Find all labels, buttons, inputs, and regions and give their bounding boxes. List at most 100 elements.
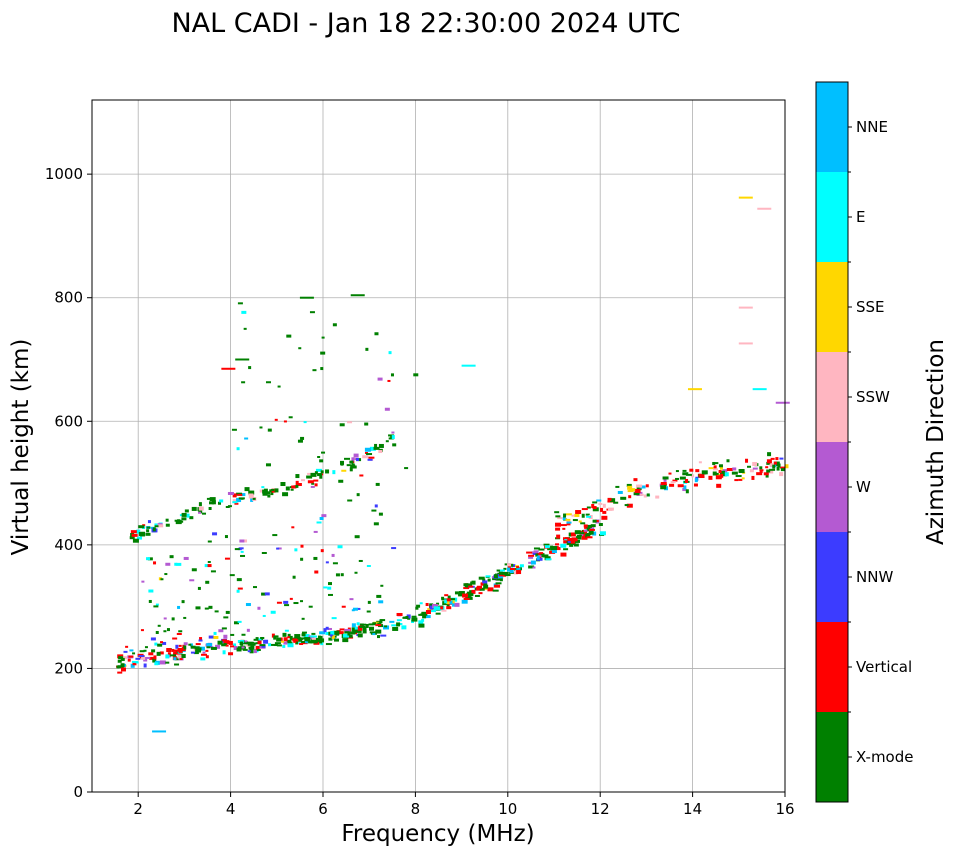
y-tick-label: 800: [54, 289, 83, 307]
echo-point: [454, 591, 459, 595]
echo-point: [146, 526, 151, 529]
echo-point: [526, 551, 533, 554]
echo-point: [282, 492, 289, 497]
echo-point: [474, 594, 480, 597]
echo-point: [454, 602, 460, 607]
echo-point: [566, 521, 572, 524]
echo-point: [181, 512, 187, 517]
echo-point: [253, 642, 257, 645]
echo-point: [780, 468, 785, 472]
echo-point: [396, 622, 401, 627]
echo-point: [205, 649, 209, 652]
echo-point: [237, 620, 242, 623]
echo-point: [421, 618, 425, 622]
echo-point: [767, 452, 772, 457]
echo-point: [145, 532, 151, 536]
echo-point: [325, 626, 329, 630]
echo-point: [147, 557, 153, 561]
echo-point: [338, 479, 344, 483]
echo-point: [613, 501, 619, 504]
echo-point: [265, 381, 271, 384]
echo-point: [248, 490, 255, 495]
echo-point: [207, 560, 211, 563]
echo-point: [160, 641, 164, 644]
echo-point: [259, 426, 263, 429]
echo-point: [178, 630, 183, 633]
echo-point: [441, 596, 445, 600]
echo-point: [344, 628, 351, 633]
echo-point: [402, 616, 406, 619]
echo-point: [339, 423, 345, 427]
echo-point: [165, 518, 169, 522]
echo-point: [391, 624, 398, 627]
echo-point: [218, 501, 222, 505]
echo-point: [555, 527, 561, 531]
echo-point: [200, 657, 206, 661]
echo-point: [562, 537, 569, 541]
echo-point: [487, 587, 494, 592]
echo-point: [339, 628, 345, 631]
echo-point: [555, 522, 562, 527]
echo-point: [157, 624, 161, 627]
echo-point: [283, 637, 288, 642]
echo-point: [498, 571, 503, 575]
echo-point: [154, 662, 159, 666]
echo-point: [210, 646, 217, 650]
echo-point: [217, 640, 223, 645]
echo-point: [738, 478, 743, 481]
echo-point: [620, 496, 627, 500]
echo-point: [576, 536, 580, 539]
echo-point: [354, 535, 360, 539]
echo-point: [600, 507, 604, 512]
echo-point: [479, 587, 485, 591]
echo-point: [418, 620, 424, 625]
echo-point: [308, 640, 313, 644]
echo-point: [164, 573, 168, 576]
echo-point: [311, 637, 316, 640]
echo-point: [240, 550, 244, 553]
echo-point: [377, 377, 383, 381]
y-axis-ticks: 0 200 400 600 800 1000: [45, 165, 92, 801]
x-axis-ticks: 2 4 6 8 10 12 14 16: [133, 792, 795, 818]
echo-point: [273, 644, 278, 647]
echo-point: [274, 418, 278, 421]
echo-point: [562, 517, 566, 521]
echo-point: [193, 652, 199, 655]
echo-point: [741, 477, 745, 480]
echo-point: [679, 476, 686, 480]
echo-point: [233, 643, 237, 648]
echo-point: [458, 591, 465, 595]
echo-point: [327, 627, 332, 630]
echo-point: [132, 661, 137, 666]
echo-point: [563, 548, 569, 551]
echo-point: [371, 509, 377, 512]
colorbar-tick-label: Vertical: [856, 658, 912, 676]
echo-point: [364, 447, 371, 452]
echo-point: [359, 623, 364, 628]
echo-point: [708, 475, 713, 480]
echo-point: [416, 604, 421, 608]
echo-point: [738, 196, 753, 199]
echo-point: [310, 641, 317, 644]
echo-point: [607, 497, 612, 501]
echo-point: [321, 451, 326, 454]
echo-point: [507, 563, 512, 567]
echo-point: [504, 574, 511, 577]
echo-point: [314, 471, 318, 475]
echo-point: [545, 558, 552, 561]
echo-point: [287, 643, 294, 648]
echo-point: [516, 566, 520, 569]
echo-point: [325, 631, 331, 635]
echo-point: [672, 479, 678, 482]
echo-point: [340, 573, 344, 577]
echo-point: [429, 603, 434, 608]
colorbar-segment: [816, 172, 848, 262]
echo-point: [592, 506, 597, 510]
echo-point: [163, 617, 167, 620]
echo-point: [327, 593, 333, 596]
echo-point: [294, 634, 301, 639]
echo-point: [469, 590, 473, 593]
echo-point: [233, 621, 239, 625]
echo-point: [351, 623, 356, 628]
echo-point: [301, 640, 308, 643]
